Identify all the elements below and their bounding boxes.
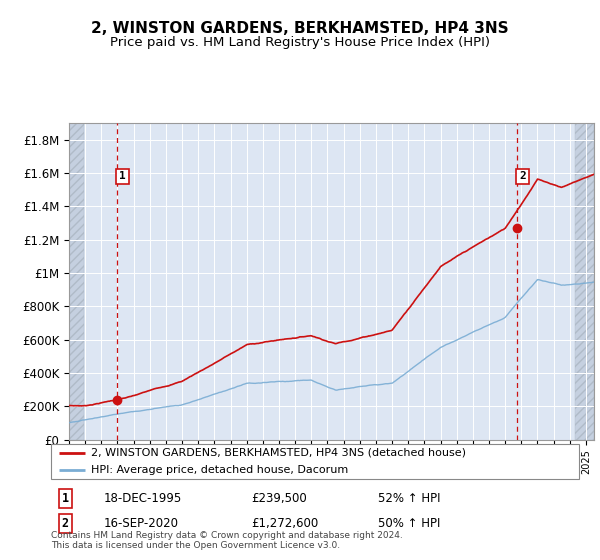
Text: 1: 1 — [119, 171, 126, 181]
Text: 2: 2 — [519, 171, 526, 181]
Text: HPI: Average price, detached house, Dacorum: HPI: Average price, detached house, Daco… — [91, 465, 348, 475]
Text: 2, WINSTON GARDENS, BERKHAMSTED, HP4 3NS: 2, WINSTON GARDENS, BERKHAMSTED, HP4 3NS — [91, 21, 509, 36]
Text: 1: 1 — [62, 492, 68, 505]
Text: Price paid vs. HM Land Registry's House Price Index (HPI): Price paid vs. HM Land Registry's House … — [110, 36, 490, 49]
Bar — [575, 123, 594, 440]
FancyBboxPatch shape — [51, 444, 579, 479]
Text: 2, WINSTON GARDENS, BERKHAMSTED, HP4 3NS (detached house): 2, WINSTON GARDENS, BERKHAMSTED, HP4 3NS… — [91, 448, 466, 458]
Text: 50% ↑ HPI: 50% ↑ HPI — [379, 517, 441, 530]
Text: Contains HM Land Registry data © Crown copyright and database right 2024.
This d: Contains HM Land Registry data © Crown c… — [51, 531, 403, 550]
Text: 16-SEP-2020: 16-SEP-2020 — [104, 517, 179, 530]
Text: 2: 2 — [62, 517, 68, 530]
Text: £239,500: £239,500 — [251, 492, 307, 505]
Text: 52% ↑ HPI: 52% ↑ HPI — [379, 492, 441, 505]
Bar — [69, 123, 83, 440]
Text: 18-DEC-1995: 18-DEC-1995 — [104, 492, 182, 505]
Text: £1,272,600: £1,272,600 — [251, 517, 319, 530]
